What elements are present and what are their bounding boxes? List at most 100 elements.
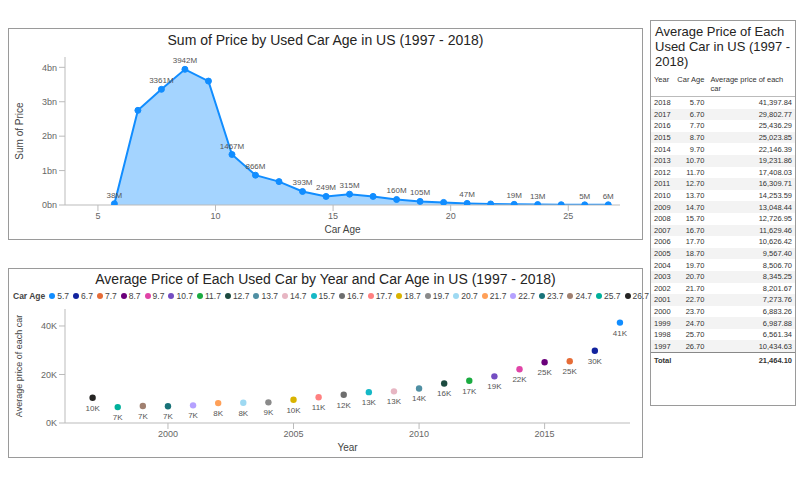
html-text:25.7: 25.7 (604, 291, 621, 301)
html-text:2017: 2017 (654, 109, 671, 119)
svg-text:10: 10 (211, 211, 221, 221)
html-text:9.70: 9.70 (689, 144, 705, 154)
svg-text:10K: 10K (286, 406, 301, 415)
svg-text:Sum of Price: Sum of Price (14, 102, 25, 160)
svg-text:30K: 30K (588, 357, 603, 366)
svg-text:2005: 2005 (283, 429, 303, 439)
svg-text:160M: 160M (387, 186, 407, 195)
html-text:26.7: 26.7 (632, 291, 650, 301)
svg-text:866M: 866M (245, 162, 265, 171)
html-text:7.7: 7.7 (104, 291, 117, 301)
svg-text:20: 20 (446, 211, 456, 221)
html-text:41,397.84: 41,397.84 (758, 98, 792, 108)
html-text:2018: 2018 (654, 98, 671, 108)
svg-text:25: 25 (563, 211, 573, 221)
html-text:12.7: 12.7 (232, 291, 250, 301)
html-text:7.70: 7.70 (689, 121, 705, 131)
html-text:22.7: 22.7 (518, 291, 535, 301)
svg-text:5M: 5M (579, 192, 590, 201)
svg-text:1467M: 1467M (220, 142, 245, 151)
svg-text:8K: 8K (238, 409, 248, 418)
html-text:13.7: 13.7 (261, 291, 278, 301)
svg-text:25K: 25K (563, 367, 578, 376)
svg-text:105M: 105M (410, 188, 430, 197)
svg-text:0K: 0K (46, 418, 57, 428)
svg-text:8K: 8K (213, 409, 223, 418)
html-text:29,802.77: 29,802.77 (758, 109, 792, 119)
svg-text:7K: 7K (113, 413, 123, 422)
html-text:2016: 2016 (654, 121, 671, 131)
svg-text:2015: 2015 (535, 429, 555, 439)
svg-text:393M: 393M (293, 178, 313, 187)
svg-text:7K: 7K (138, 412, 148, 421)
svg-text:17K: 17K (462, 387, 477, 396)
html-text:Average Price of Each Used Car: Average Price of Each Used Car in US (19… (655, 24, 791, 69)
svg-text:Car Age: Car Age (324, 224, 361, 235)
html-text:18.7: 18.7 (404, 291, 421, 301)
html-text:24.7: 24.7 (575, 291, 592, 301)
svg-text:16K: 16K (437, 389, 452, 398)
svg-text:3942M: 3942M (173, 57, 198, 65)
svg-text:2000: 2000 (158, 429, 178, 439)
svg-text:Year: Year (337, 442, 358, 453)
svg-text:7K: 7K (163, 412, 173, 421)
svg-text:9K: 9K (264, 408, 274, 417)
html-text:Car Age: Car Age (13, 291, 46, 301)
svg-text:13K: 13K (387, 397, 402, 406)
svg-text:22K: 22K (512, 375, 527, 384)
svg-text:10K: 10K (86, 404, 101, 413)
html-text:10.7: 10.7 (176, 291, 193, 301)
html-text:15.7: 15.7 (318, 291, 336, 301)
html-text:9.7: 9.7 (152, 291, 165, 301)
svg-text:20K: 20K (41, 370, 57, 380)
html-text:Average Price of Each Used Car: Average Price of Each Used Car by Year a… (95, 271, 556, 287)
svg-text:14K: 14K (412, 394, 427, 403)
html-text:8.7: 8.7 (128, 291, 141, 301)
svg-text:11K: 11K (312, 403, 326, 412)
html-text:6.7: 6.7 (81, 291, 93, 301)
html-text:8.70: 8.70 (689, 133, 705, 143)
svg-text:7K: 7K (188, 411, 198, 420)
html-text:20.7: 20.7 (461, 291, 478, 301)
html-text:21.7: 21.7 (489, 291, 507, 301)
svg-text:40K: 40K (41, 321, 57, 331)
html-text:17.7: 17.7 (375, 291, 393, 301)
html-text:2014: 2014 (654, 144, 671, 154)
html-text:Average price of each car: Average price of each car (710, 75, 784, 93)
svg-text:249M: 249M (316, 183, 336, 192)
html-text:11.7: 11.7 (205, 291, 221, 301)
html-text:6.70: 6.70 (689, 109, 705, 119)
svg-text:13K: 13K (362, 398, 377, 407)
html-text:14.7: 14.7 (290, 291, 307, 301)
svg-text:47M: 47M (459, 190, 475, 199)
html-text:23.7: 23.7 (546, 291, 564, 301)
svg-text:2bn: 2bn (42, 131, 57, 141)
html-text:5.7: 5.7 (57, 291, 70, 301)
svg-text:0bn: 0bn (42, 200, 57, 210)
html-text:Sum of Price by Used Car Age i: Sum of Price by Used Car Age in US (1997… (167, 32, 484, 48)
svg-text:6M: 6M (603, 192, 614, 201)
html-text:5.70: 5.70 (689, 98, 705, 108)
svg-text:12K: 12K (337, 401, 352, 410)
svg-text:38M: 38M (107, 191, 123, 200)
svg-text:19M: 19M (506, 191, 522, 200)
svg-text:4bn: 4bn (42, 63, 57, 73)
svg-text:41K: 41K (613, 329, 628, 338)
svg-text:3361M: 3361M (149, 76, 174, 85)
html-text:19.7: 19.7 (432, 291, 450, 301)
svg-text:13M: 13M (530, 192, 546, 201)
svg-text:2010: 2010 (409, 429, 429, 439)
html-text:25,436.29: 25,436.29 (758, 121, 792, 131)
svg-text:Average price of each car: Average price of each car (14, 315, 24, 417)
svg-text:5: 5 (95, 211, 100, 221)
svg-text:3bn: 3bn (42, 97, 57, 107)
html-text:16.7: 16.7 (347, 291, 364, 301)
html-text:22,146.39: 22,146.39 (758, 144, 792, 154)
svg-text:315M: 315M (340, 181, 360, 190)
svg-text:25K: 25K (538, 368, 553, 377)
svg-text:15: 15 (328, 211, 338, 221)
html-text:2015: 2015 (654, 133, 671, 143)
html-text:25,023.85: 25,023.85 (758, 133, 792, 143)
svg-text:19K: 19K (487, 382, 502, 391)
svg-text:1bn: 1bn (42, 166, 57, 176)
